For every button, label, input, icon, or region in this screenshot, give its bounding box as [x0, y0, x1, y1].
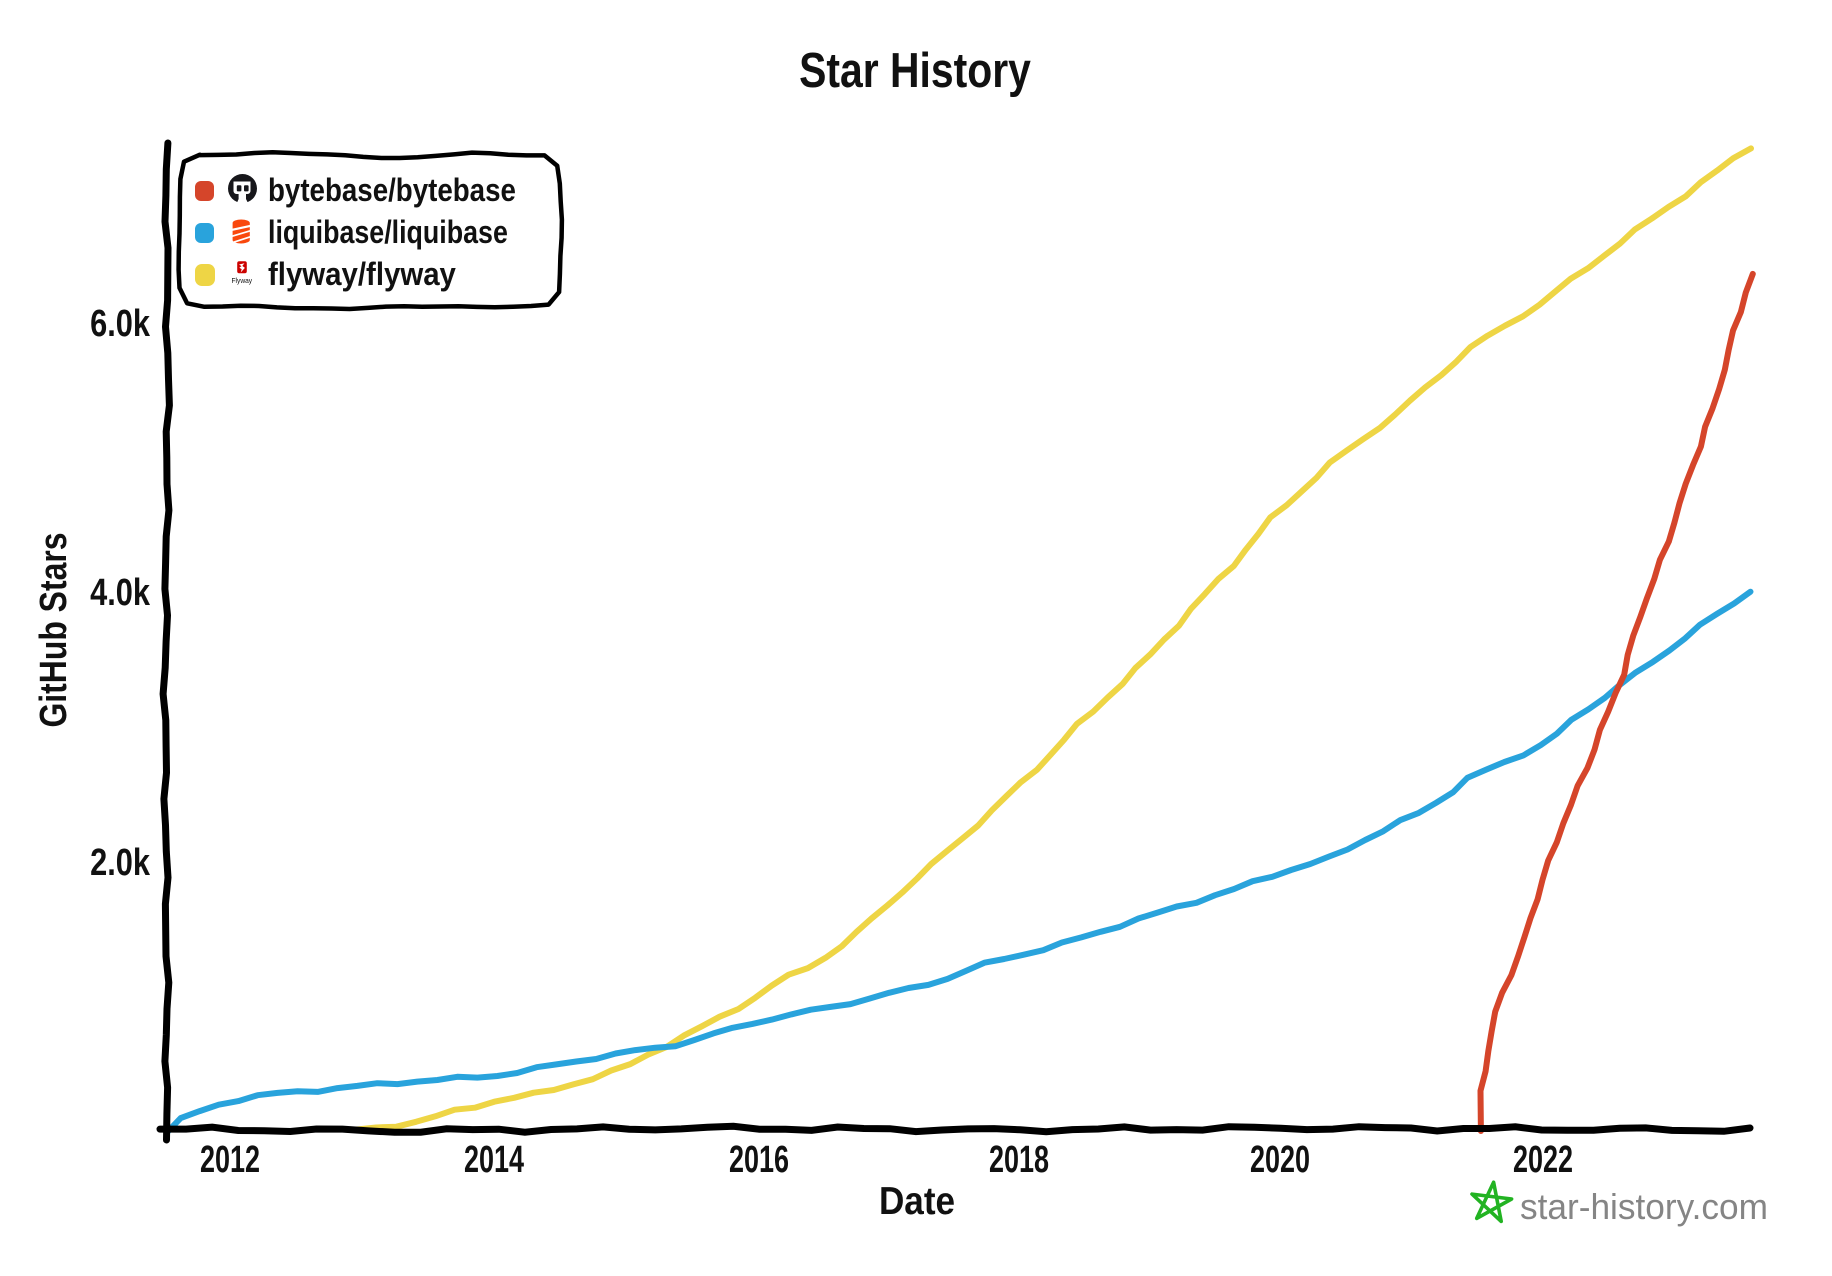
- svg-text:6.0k: 6.0k: [90, 303, 151, 345]
- svg-text:2014: 2014: [464, 1137, 525, 1180]
- svg-text:Date: Date: [879, 1178, 955, 1222]
- svg-text:bytebase/bytebase: bytebase/bytebase: [268, 173, 516, 208]
- svg-text:liquibase/liquibase: liquibase/liquibase: [268, 215, 508, 251]
- svg-text:GitHub Stars: GitHub Stars: [32, 532, 74, 727]
- svg-text:Flyway: Flyway: [231, 278, 252, 285]
- svg-text:flyway/flyway: flyway/flyway: [268, 256, 456, 292]
- svg-text:star-history.com: star-history.com: [1520, 1187, 1768, 1227]
- svg-text:2012: 2012: [200, 1137, 260, 1180]
- svg-text:2020: 2020: [1250, 1137, 1310, 1180]
- svg-text:4.0k: 4.0k: [90, 572, 151, 614]
- svg-text:Star History: Star History: [799, 42, 1031, 97]
- svg-text:2018: 2018: [989, 1137, 1049, 1180]
- svg-text:2016: 2016: [729, 1137, 789, 1180]
- svg-text:2022: 2022: [1513, 1137, 1573, 1180]
- svg-text:2.0k: 2.0k: [90, 842, 151, 884]
